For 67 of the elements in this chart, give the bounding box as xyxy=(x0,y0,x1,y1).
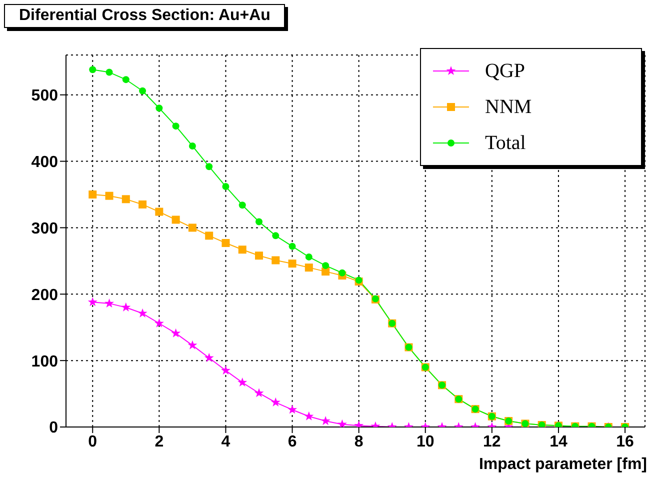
point xyxy=(320,416,330,426)
point xyxy=(188,142,196,150)
point xyxy=(238,377,248,387)
point xyxy=(288,404,298,414)
point xyxy=(89,66,96,74)
x-tick-label: 12 xyxy=(483,433,501,450)
point xyxy=(139,87,146,94)
point xyxy=(206,163,213,170)
point xyxy=(338,269,346,276)
x-tick-label: 4 xyxy=(221,433,230,450)
point xyxy=(304,264,313,272)
y-tick-label: 100 xyxy=(31,353,58,370)
point xyxy=(288,242,296,250)
point xyxy=(256,218,262,226)
point xyxy=(188,340,198,350)
point xyxy=(122,195,130,204)
point xyxy=(106,68,113,76)
point xyxy=(337,419,347,427)
y-tick-label: 400 xyxy=(31,154,58,171)
point xyxy=(122,76,130,84)
x-tick-label: 8 xyxy=(354,433,364,450)
point xyxy=(88,190,97,198)
point xyxy=(172,216,180,224)
point xyxy=(105,192,114,200)
legend-label: NNM xyxy=(485,96,532,118)
x-tick-label: 14 xyxy=(550,433,568,450)
x-tick-label: 0 xyxy=(88,433,98,450)
point xyxy=(304,411,314,420)
y-tick-label: 0 xyxy=(49,420,58,437)
x-tick-label: 2 xyxy=(154,433,164,450)
y-tick-label: 200 xyxy=(31,286,58,304)
point xyxy=(138,308,148,318)
point xyxy=(188,224,196,232)
point xyxy=(322,268,330,276)
point xyxy=(138,200,147,208)
point xyxy=(155,208,164,216)
point xyxy=(205,232,214,240)
legend-label: QGP xyxy=(485,60,526,82)
point xyxy=(305,253,312,260)
point xyxy=(254,388,264,398)
x-axis-title: Impact parameter [fm] xyxy=(478,456,647,473)
point xyxy=(204,352,214,362)
chart-title: Diferential Cross Section: Au+Au xyxy=(4,4,286,28)
point xyxy=(220,366,230,375)
point xyxy=(272,256,280,264)
point xyxy=(270,397,280,406)
legend-label: Total xyxy=(485,132,526,154)
point xyxy=(222,238,230,247)
point xyxy=(238,246,246,254)
point xyxy=(171,328,181,338)
point xyxy=(156,104,163,112)
point xyxy=(255,252,263,260)
point xyxy=(222,183,230,190)
y-tick-label: 500 xyxy=(31,88,58,105)
x-tick-label: 10 xyxy=(416,433,434,450)
point xyxy=(322,262,330,270)
point xyxy=(238,202,246,209)
point xyxy=(154,318,164,328)
x-tick-label: 6 xyxy=(288,433,297,450)
point xyxy=(88,297,98,306)
point xyxy=(272,232,280,240)
point xyxy=(288,260,296,268)
point xyxy=(172,122,180,130)
point xyxy=(104,298,114,308)
point xyxy=(121,302,131,312)
x-tick-label: 16 xyxy=(616,433,634,450)
y-tick-label: 300 xyxy=(31,220,58,238)
